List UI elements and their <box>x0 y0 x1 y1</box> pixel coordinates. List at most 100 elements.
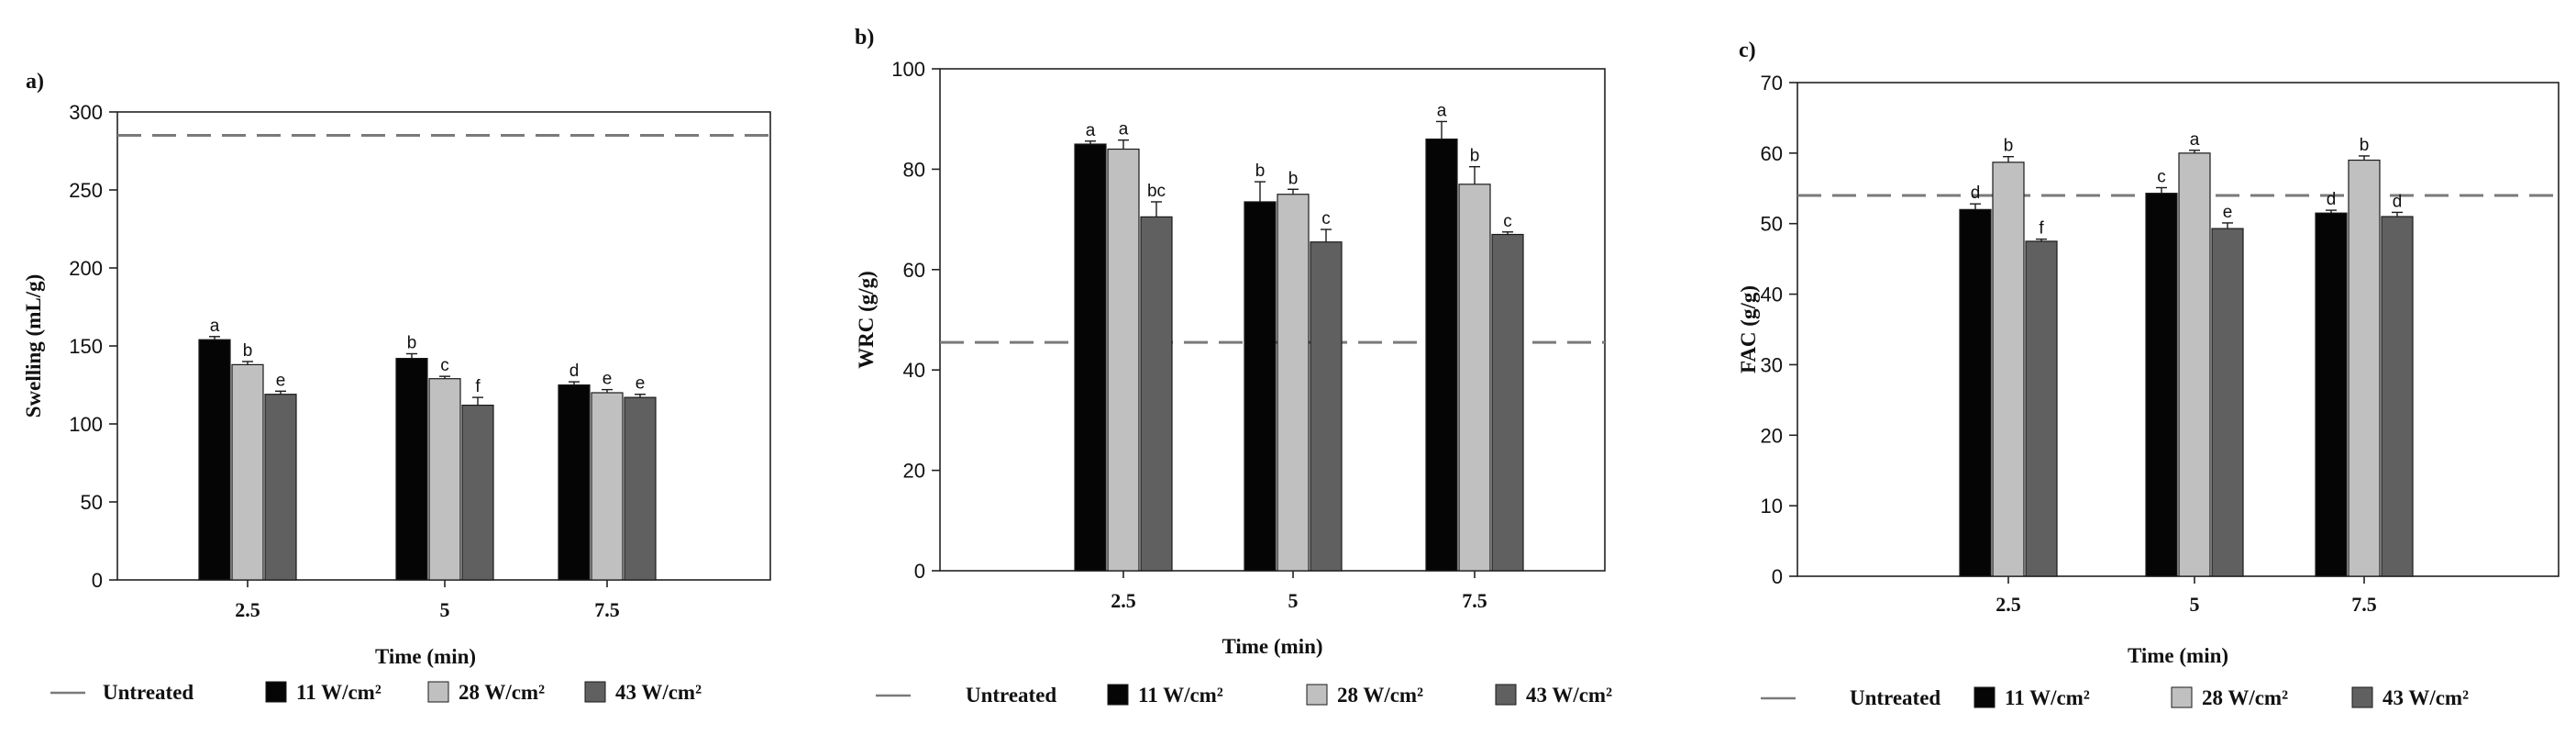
significance-label: c <box>1321 209 1331 228</box>
bar <box>2381 216 2414 577</box>
legend-series-label: 11 W/cm² <box>296 681 381 704</box>
bar <box>1107 148 1140 572</box>
significance-label: a <box>210 317 220 336</box>
legend-swatch <box>2171 686 2193 708</box>
bar <box>2315 212 2348 577</box>
plot-frame <box>1797 82 2559 577</box>
legend-series-label: 28 W/cm² <box>459 681 545 704</box>
y-axis-label: FAC (g/g) <box>1737 285 1760 373</box>
legend-series-label: 11 W/cm² <box>2005 686 2090 709</box>
x-tick-label: 2.5 <box>235 598 260 621</box>
y-tick-label: 70 <box>1761 72 1783 95</box>
legend-swatch <box>265 681 287 703</box>
significance-label: d <box>2393 192 2403 211</box>
significance-label: e <box>603 370 613 389</box>
legend-series-label: 28 W/cm² <box>1337 684 1423 707</box>
significance-label: e <box>2223 203 2233 222</box>
significance-label: c <box>2157 168 2166 187</box>
bar <box>198 339 231 581</box>
x-tick-label: 5 <box>2190 593 2200 616</box>
x-axis-label: Time (min) <box>375 645 476 668</box>
y-tick-label: 40 <box>903 359 925 382</box>
significance-label: c <box>440 356 449 375</box>
y-tick-label: 50 <box>1761 213 1783 236</box>
legend-swatch <box>1107 684 1129 706</box>
chart-panel-3: c) 0 10 20 30 40 50 60 70 FAC (g/g) d b f 2.5 c a e 5 d b d 7… <box>1737 39 2559 709</box>
legend-untreated-label: Untreated <box>103 681 193 704</box>
y-tick-label: 0 <box>1772 565 1783 588</box>
panel-label: c) <box>1739 39 1756 62</box>
legend-series-label: 28 W/cm² <box>2202 686 2288 709</box>
legend: Untreated 11 W/cm² 28 W/cm² 43 W/cm² <box>1761 686 2469 709</box>
significance-label: d <box>569 362 580 381</box>
bar <box>1425 138 1458 572</box>
legend-series-label: 43 W/cm² <box>615 681 702 704</box>
legend-untreated-label: Untreated <box>1850 686 1940 709</box>
legend-series-label: 43 W/cm² <box>2383 686 2469 709</box>
legend-swatch <box>1973 686 1996 708</box>
significance-label: b <box>243 341 253 361</box>
y-tick-label: 60 <box>1761 142 1783 165</box>
significance-label: e <box>276 371 286 390</box>
significance-label: d <box>2327 190 2337 209</box>
significance-label: bc <box>1147 182 1166 201</box>
y-tick-label: 20 <box>1761 424 1783 447</box>
bar <box>558 384 591 581</box>
bar <box>1491 233 1524 572</box>
bar <box>1074 143 1107 572</box>
x-tick-label: 2.5 <box>1996 593 2021 616</box>
y-tick-label: 60 <box>903 259 925 282</box>
y-tick-label: 50 <box>81 491 103 514</box>
chart-panel-1: a) 0 50 100 150 200 250 300 Swelling (mL/g) a b e 2.… <box>22 70 771 704</box>
x-tick-label: 7.5 <box>1462 589 1487 612</box>
bar <box>1992 161 2025 577</box>
bar <box>591 392 624 581</box>
significance-label: b <box>1288 169 1299 188</box>
bar <box>1244 201 1277 572</box>
bar <box>461 405 494 581</box>
y-tick-label: 100 <box>891 58 925 81</box>
y-axis-label: Swelling (mL/g) <box>22 274 45 418</box>
significance-label: f <box>475 377 481 396</box>
legend-swatch <box>2351 686 2373 708</box>
legend-series-label: 43 W/cm² <box>1526 684 1612 707</box>
bar <box>395 358 428 581</box>
legend: Untreated 11 W/cm² 28 W/cm² 43 W/cm² <box>50 681 702 704</box>
bar <box>2348 159 2381 577</box>
significance-label: b <box>1255 161 1266 181</box>
bar <box>1277 194 1310 572</box>
legend-swatch <box>584 681 606 703</box>
significance-label: f <box>2039 219 2044 239</box>
x-tick-label: 5 <box>440 598 450 621</box>
legend-swatch <box>1495 684 1517 706</box>
significance-label: b <box>2004 137 2014 156</box>
bar <box>428 378 461 581</box>
x-tick-label: 7.5 <box>2351 593 2377 616</box>
x-tick-label: 2.5 <box>1111 589 1136 612</box>
significance-label: a <box>2190 130 2200 150</box>
significance-label: e <box>636 374 646 394</box>
significance-label: d <box>1971 184 1981 203</box>
significance-label: c <box>1503 212 1512 231</box>
significance-label: a <box>1119 120 1129 139</box>
bar <box>231 363 264 581</box>
x-axis-label: Time (min) <box>1222 635 1322 658</box>
bar <box>1458 184 1491 572</box>
significance-label: a <box>1086 121 1096 140</box>
y-tick-label: 20 <box>903 460 925 483</box>
legend-swatch <box>1306 684 1328 706</box>
legend: Untreated 11 W/cm² 28 W/cm² 43 W/cm² <box>876 684 1612 707</box>
bar <box>2025 240 2058 577</box>
panel-label: b) <box>855 26 874 50</box>
significance-label: b <box>2360 136 2370 155</box>
x-axis-label: Time (min) <box>2128 644 2228 667</box>
bar <box>1959 208 1992 577</box>
bar <box>1310 241 1343 572</box>
x-tick-label: 5 <box>1288 589 1299 612</box>
y-tick-label: 150 <box>69 335 103 358</box>
legend-series-label: 11 W/cm² <box>1138 684 1223 707</box>
y-tick-label: 100 <box>69 413 103 436</box>
